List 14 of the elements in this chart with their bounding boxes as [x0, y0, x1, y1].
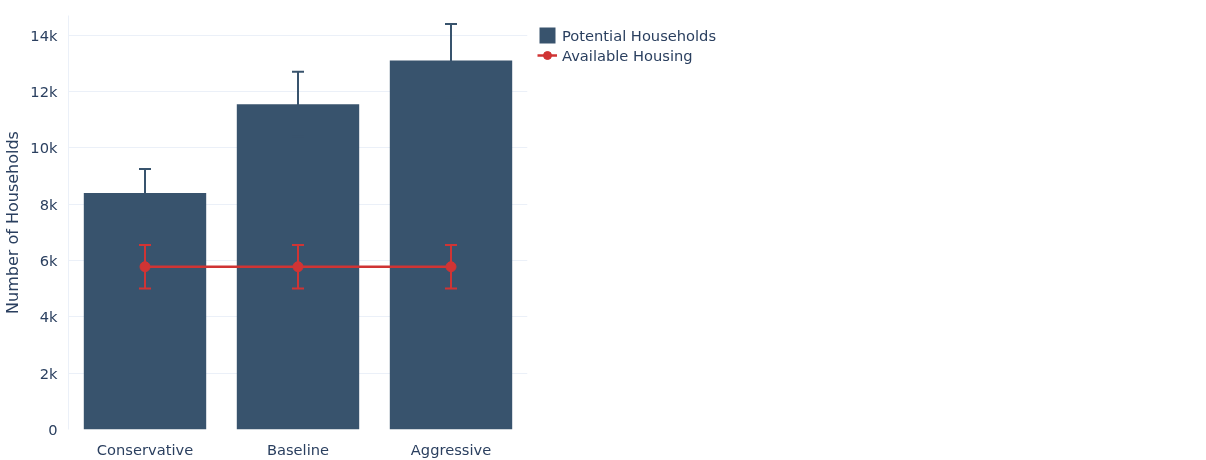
y-tick-label: 0 — [48, 421, 58, 438]
y-tick-label: 14k — [30, 26, 59, 44]
y-tick-label: 4k — [39, 308, 59, 326]
y-tick-label: 10k — [30, 139, 59, 157]
x-tick-label: Aggressive — [410, 440, 492, 458]
legend-label: Potential Households — [562, 26, 717, 44]
legend-label: Available Housing — [562, 46, 693, 64]
x-tick-label: Conservative — [96, 440, 194, 458]
y-tick-label: 12k — [30, 83, 59, 101]
y-tick-label: 2k — [39, 364, 59, 382]
y-axis-title: Number of Households — [3, 131, 23, 314]
x-tick-label: Baseline — [266, 440, 330, 458]
y-tick-label: 8k — [39, 195, 59, 213]
y-tick-label: 6k — [39, 252, 59, 270]
